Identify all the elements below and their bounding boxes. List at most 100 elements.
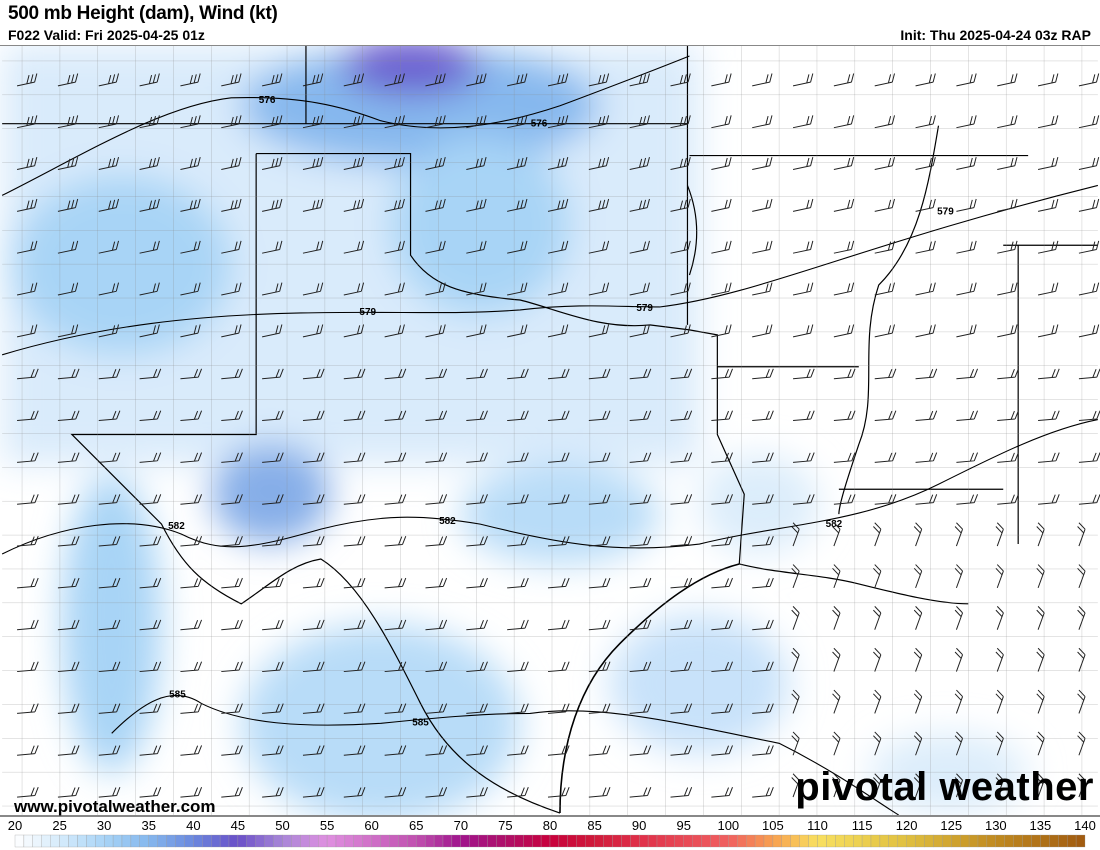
wind-barb — [507, 703, 529, 714]
wind-barb — [547, 577, 570, 589]
colorbar-tick-label: 120 — [895, 818, 918, 833]
wind-barb — [791, 564, 800, 589]
wind-barb — [873, 522, 882, 547]
wind-barb — [833, 282, 855, 296]
wind-barb — [507, 115, 528, 129]
wind-barb — [752, 282, 773, 296]
wind-barb — [262, 282, 283, 296]
colorbar-cell — [746, 834, 756, 848]
colorbar-cell — [844, 834, 854, 848]
wind-barb — [711, 703, 733, 714]
wind-barb — [180, 703, 203, 714]
wind-barb — [629, 661, 652, 673]
colorbar-cell — [737, 834, 747, 848]
wind-barb — [629, 703, 652, 714]
wind-barb — [792, 157, 814, 171]
wind-barb — [995, 689, 1004, 714]
colorbar-labels: 20 25 30 35 40 45 50 55 60 65 70 75 80 85 90 95 100 105 11… — [0, 818, 1100, 834]
wind-barb — [588, 787, 611, 798]
wind-barb — [752, 661, 774, 673]
wind-barb — [588, 282, 610, 296]
colorbar-cell — [300, 834, 310, 848]
wind-barb — [873, 689, 882, 714]
wind-barb — [588, 368, 611, 380]
wind-barb — [956, 452, 979, 463]
wind-barb — [547, 73, 569, 87]
wind-barb — [711, 240, 732, 254]
wind-barb — [16, 240, 38, 254]
colorbar-tick-label: 50 — [275, 818, 290, 833]
colorbar-cell — [219, 834, 230, 848]
wind-barb — [995, 606, 1004, 630]
wind-barb — [98, 282, 120, 296]
wind-barb — [547, 619, 570, 631]
wind-barb — [466, 619, 488, 631]
wind-barb — [262, 577, 284, 589]
wind-barb — [997, 240, 1018, 254]
wind-barb — [302, 536, 325, 547]
wind-barb — [913, 564, 923, 589]
wind-barb — [629, 410, 652, 422]
wind-barb — [57, 240, 79, 254]
wind-barb — [1036, 522, 1045, 547]
wind-barb — [547, 787, 570, 798]
colorbar-cell — [246, 834, 256, 848]
colorbar-cell — [523, 834, 533, 848]
wind-barb — [57, 787, 80, 798]
wind-barb — [425, 198, 446, 212]
colorbar-cell — [32, 834, 42, 848]
wind-barb — [221, 536, 243, 547]
wind-barb — [711, 745, 733, 756]
wind-barb — [302, 787, 325, 798]
wind-barb — [956, 198, 977, 212]
wind-barb — [547, 324, 569, 338]
wind-barb — [425, 73, 446, 87]
wind-barb — [180, 240, 201, 254]
wind-barb — [17, 787, 39, 798]
colorbar-tick-label: 40 — [186, 818, 201, 833]
wind-barb — [833, 368, 856, 380]
wind-barb — [343, 282, 365, 296]
wind-barb — [343, 452, 366, 463]
height-contours — [1, 55, 1098, 815]
wind-barb — [1038, 410, 1060, 422]
wind-barb — [180, 368, 203, 380]
colorbar-cell — [469, 834, 479, 848]
colorbar-tick-label: 90 — [631, 818, 647, 833]
wind-barb — [1037, 240, 1059, 254]
wind-barb — [956, 282, 977, 296]
wind-barb — [1078, 368, 1100, 380]
colorbar-cell — [540, 834, 551, 848]
wind-barb — [1077, 606, 1086, 630]
wind-barb — [466, 198, 487, 212]
wind-barb — [752, 410, 774, 422]
wind-barb — [180, 619, 203, 631]
wind-barb — [507, 619, 529, 631]
colorbar-cell — [1049, 834, 1059, 848]
wind-barb — [995, 522, 1004, 547]
wind-barb — [343, 73, 365, 87]
colorbar-cell — [362, 834, 372, 848]
colorbar-cell — [1058, 834, 1068, 848]
wind-barb — [1077, 564, 1086, 589]
colorbar-cell — [808, 834, 818, 848]
wind-barb — [547, 494, 570, 505]
wind-barb — [833, 452, 856, 463]
wind-barb — [17, 703, 39, 714]
colorbar-cell — [728, 834, 738, 848]
colorbar-cell — [398, 834, 408, 848]
wind-barb — [588, 703, 611, 714]
wind-barb — [180, 494, 203, 505]
wind-barb — [384, 115, 405, 129]
wind-barb — [711, 536, 733, 547]
wind-barb — [547, 452, 570, 463]
colorbar-cell — [835, 834, 845, 848]
wind-barb — [954, 731, 964, 756]
colorbar-cell — [407, 834, 417, 848]
website-url[interactable]: www.pivotalweather.com — [14, 797, 216, 816]
wind-barb — [792, 73, 814, 87]
wind-barb — [954, 522, 964, 547]
colorbar-cell — [166, 834, 176, 848]
wind-barb — [997, 282, 1018, 296]
colorbar-cell — [433, 834, 444, 848]
